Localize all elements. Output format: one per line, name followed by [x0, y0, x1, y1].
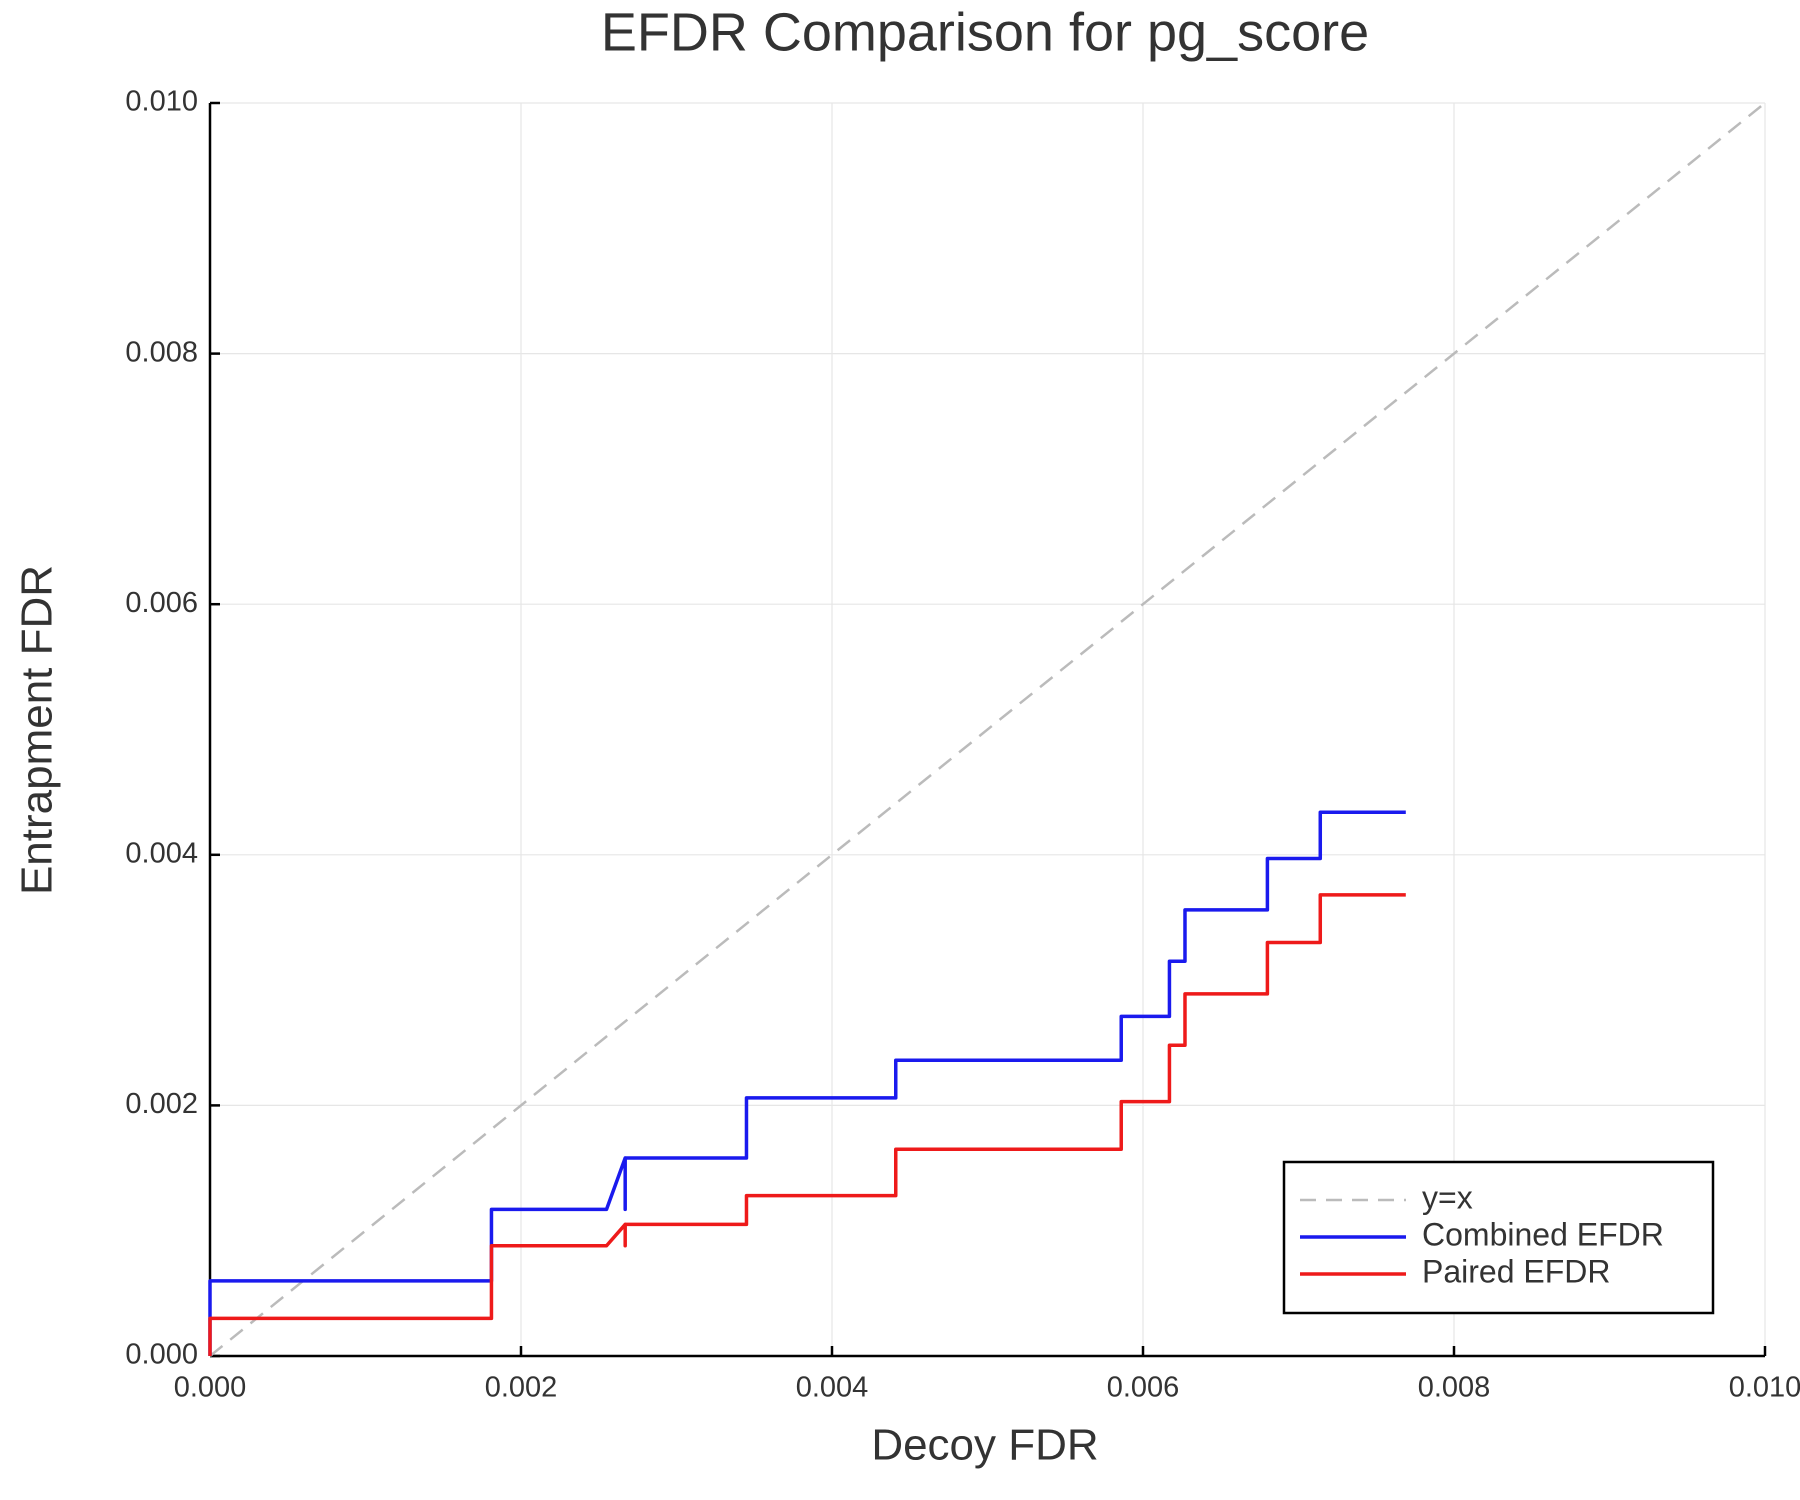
data-line	[209, 102, 1766, 1357]
data-line	[208, 893, 1406, 1356]
x-tick-label: 0.008	[1418, 1372, 1491, 1404]
x-axis-label: Decoy FDR	[871, 1421, 1098, 1470]
y-axis-label: Entrapment FDR	[13, 565, 62, 895]
x-tick-label: 0.006	[1107, 1372, 1180, 1404]
y-tick-label: 0.000	[125, 1339, 198, 1371]
y-tick-label: 0.004	[125, 837, 198, 869]
chart-title: EFDR Comparison for pg_score	[601, 2, 1369, 62]
legend-label: Paired EFDR	[1422, 1253, 1611, 1289]
legend-label: Combined EFDR	[1422, 1216, 1664, 1252]
x-tick-label: 0.002	[485, 1372, 558, 1404]
y-tick-label: 0.010	[125, 86, 198, 118]
x-tick-label: 0.010	[1729, 1372, 1800, 1404]
x-tick-label: 0.000	[174, 1372, 247, 1404]
legend-label: y=x	[1422, 1179, 1473, 1215]
y-tick-label: 0.008	[125, 336, 198, 368]
y-tick-label: 0.002	[125, 1088, 198, 1120]
y-tick-label: 0.006	[125, 587, 198, 619]
x-tick-label: 0.004	[796, 1372, 869, 1404]
data-line	[208, 810, 1406, 1356]
